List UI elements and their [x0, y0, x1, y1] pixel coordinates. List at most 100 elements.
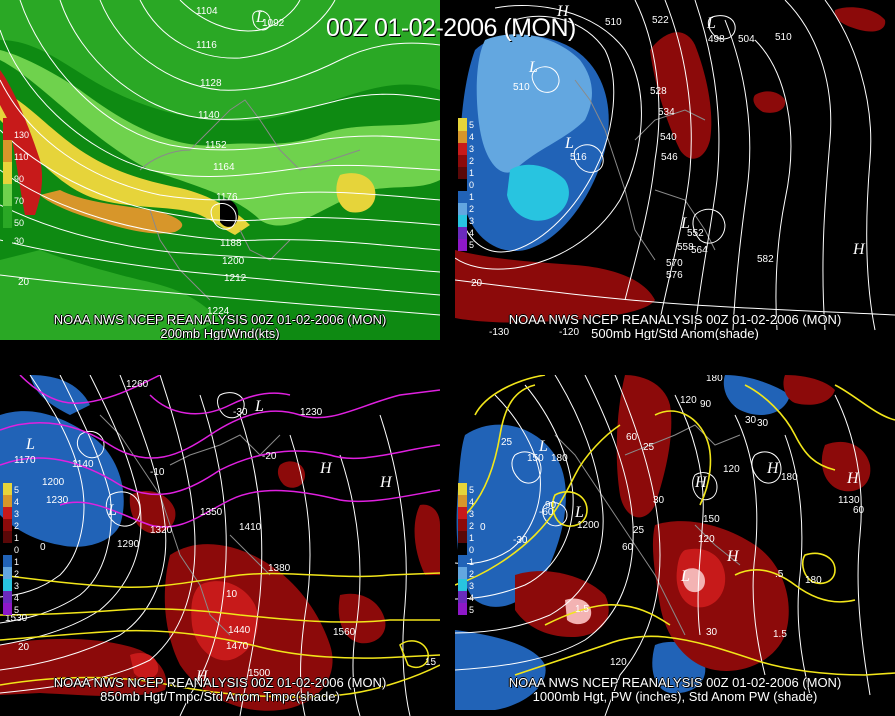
contour-label: 15	[425, 657, 437, 668]
caption-field: 500mb Hgt/Std Anom(shade)	[591, 326, 759, 341]
contour-label: .5	[775, 569, 784, 580]
low-marker: L	[706, 15, 716, 32]
contour-label: 1230	[46, 495, 69, 506]
pw-anom-positive-ne	[783, 375, 835, 405]
scale-label: 4	[469, 132, 475, 142]
std-anom-scale: 5 4 3 2 1 0 1 2 3 4 5	[3, 483, 19, 615]
scale-label: 1	[469, 533, 475, 543]
map-1000mb: 180 150 180 120 90 90 -60 -30 0 1200 60 …	[455, 375, 895, 716]
contour-label: -30	[233, 407, 248, 418]
contour-label: 25	[501, 437, 513, 448]
contour-label: 25	[643, 442, 655, 453]
contour-label: 558	[677, 242, 694, 253]
contour-label: 552	[687, 228, 704, 239]
contour-label: -10	[150, 467, 165, 478]
coastline	[139, 99, 361, 301]
contour-label: 0	[40, 542, 46, 553]
contour-label: 1152	[205, 140, 227, 151]
temperature-contours-cold	[0, 375, 440, 528]
contour-label: -30	[513, 535, 528, 546]
high-marker: H	[766, 460, 780, 477]
wind-shade-90kt	[40, 190, 183, 234]
wind-shade-30kt	[0, 0, 440, 121]
contour-label: 510	[605, 17, 622, 28]
scale-label: 3	[14, 581, 20, 591]
panel-500mb-map: 510 522 504 498 510 510 528 534 540 546 …	[455, 0, 895, 340]
contour-label: 516	[570, 152, 587, 163]
pw-anom-positive-north	[616, 375, 672, 518]
contour-label: 30	[757, 418, 769, 429]
contour-label: 20	[18, 642, 30, 653]
scale-label: 1	[469, 557, 475, 567]
anom-positive-2	[191, 581, 259, 661]
contour-label: 30	[745, 415, 757, 426]
pw-anom-negative-sw	[455, 630, 546, 710]
contour-label: 20	[18, 277, 30, 288]
contour-label: 150	[703, 514, 720, 525]
caption-source: NOAA NWS NCEP REANALYSIS 00Z 01-02-2006 …	[53, 312, 387, 327]
pw-anom-positive-atlantic	[821, 441, 871, 492]
map-200mb: 1104 1092 1116 1128 1140 1152 1164 1176 …	[0, 0, 440, 340]
panel-200mb-map: 1104 1092 1116 1128 1140 1152 1164 1176 …	[0, 0, 440, 340]
scale-label: 50	[14, 218, 25, 228]
contour-label: 1176	[216, 192, 238, 203]
contour-label: 30	[706, 627, 718, 638]
contour-label: 1200	[577, 520, 600, 531]
contour-label: 1230	[300, 407, 323, 418]
high-marker: H	[846, 470, 860, 487]
contour-label: 1104	[196, 6, 218, 17]
scale-label: 3	[469, 509, 475, 519]
scale-label: 70	[14, 196, 25, 206]
contour-label: 1116	[196, 40, 217, 51]
scale-label: 3	[469, 216, 475, 226]
scale-label: 4	[469, 228, 475, 238]
anom-negative-3	[507, 164, 569, 221]
scale-label: 5	[469, 485, 475, 495]
scale-label: 30	[14, 236, 25, 246]
high-marker: H	[195, 668, 209, 685]
pw-contours	[455, 375, 895, 676]
scale-label: 0	[14, 545, 20, 555]
scale-label: 1	[14, 557, 20, 567]
caption-source: NOAA NWS NCEP REANALYSIS 00Z 01-02-2006 …	[508, 675, 842, 690]
scale-label: 2	[469, 204, 475, 214]
scale-label: 4	[14, 497, 20, 507]
contour-label: 10	[226, 589, 238, 600]
panel-caption: NOAA NWS NCEP REANALYSIS 00Z 01-02-2006 …	[455, 676, 895, 704]
contour-label: 546	[661, 152, 678, 163]
scale-label: 2	[469, 156, 475, 166]
contour-label: 510	[513, 82, 530, 93]
contour-labels: 1260 1170 1140 1200 1230 1350 1320 1290 …	[5, 379, 437, 679]
anom-positive-ne	[753, 91, 786, 113]
contour-label: 1.5	[773, 629, 787, 640]
std-anom-scale: 5 4 3 2 1 0 1 2 3 4 5	[458, 118, 474, 251]
contour-label: 180	[551, 453, 568, 464]
contour-label: 1212	[224, 273, 247, 284]
scale-label: 2	[14, 521, 20, 531]
contour-label: 1470	[226, 641, 249, 652]
high-marker: H	[852, 241, 866, 258]
low-marker: L	[528, 59, 538, 76]
contour-label: 1410	[239, 522, 262, 533]
low-marker: L	[574, 504, 584, 521]
contour-label: 1290	[117, 539, 140, 550]
panel-caption: NOAA NWS NCEP REANALYSIS 00Z 01-02-2006 …	[455, 312, 895, 341]
map-500mb: 510 522 504 498 510 510 528 534 540 546 …	[455, 0, 895, 340]
caption-source: NOAA NWS NCEP REANALYSIS 00Z 01-02-2006 …	[508, 312, 842, 327]
wind-shade-50kt	[0, 50, 440, 226]
contour-label: 20	[471, 278, 483, 289]
scale-label: 1	[469, 192, 475, 202]
contour-label: 120	[680, 395, 697, 406]
contour-label: 90	[700, 399, 712, 410]
height-contours	[0, 0, 440, 316]
contour-label: 528	[650, 86, 667, 97]
scale-label: 4	[469, 593, 475, 603]
scale-label: 5	[469, 240, 475, 250]
contour-label: 30	[653, 495, 665, 506]
contour-label: 1260	[126, 379, 149, 390]
panel-caption: NOAA NWS NCEP REANALYSIS 00Z 01-02-2006 …	[0, 312, 440, 341]
contour-label: 90	[545, 500, 557, 511]
panel-850mb-map: 1260 1170 1140 1200 1230 1350 1320 1290 …	[0, 375, 440, 716]
contour-label: 1530	[5, 613, 28, 624]
low-marker: L	[107, 502, 117, 519]
